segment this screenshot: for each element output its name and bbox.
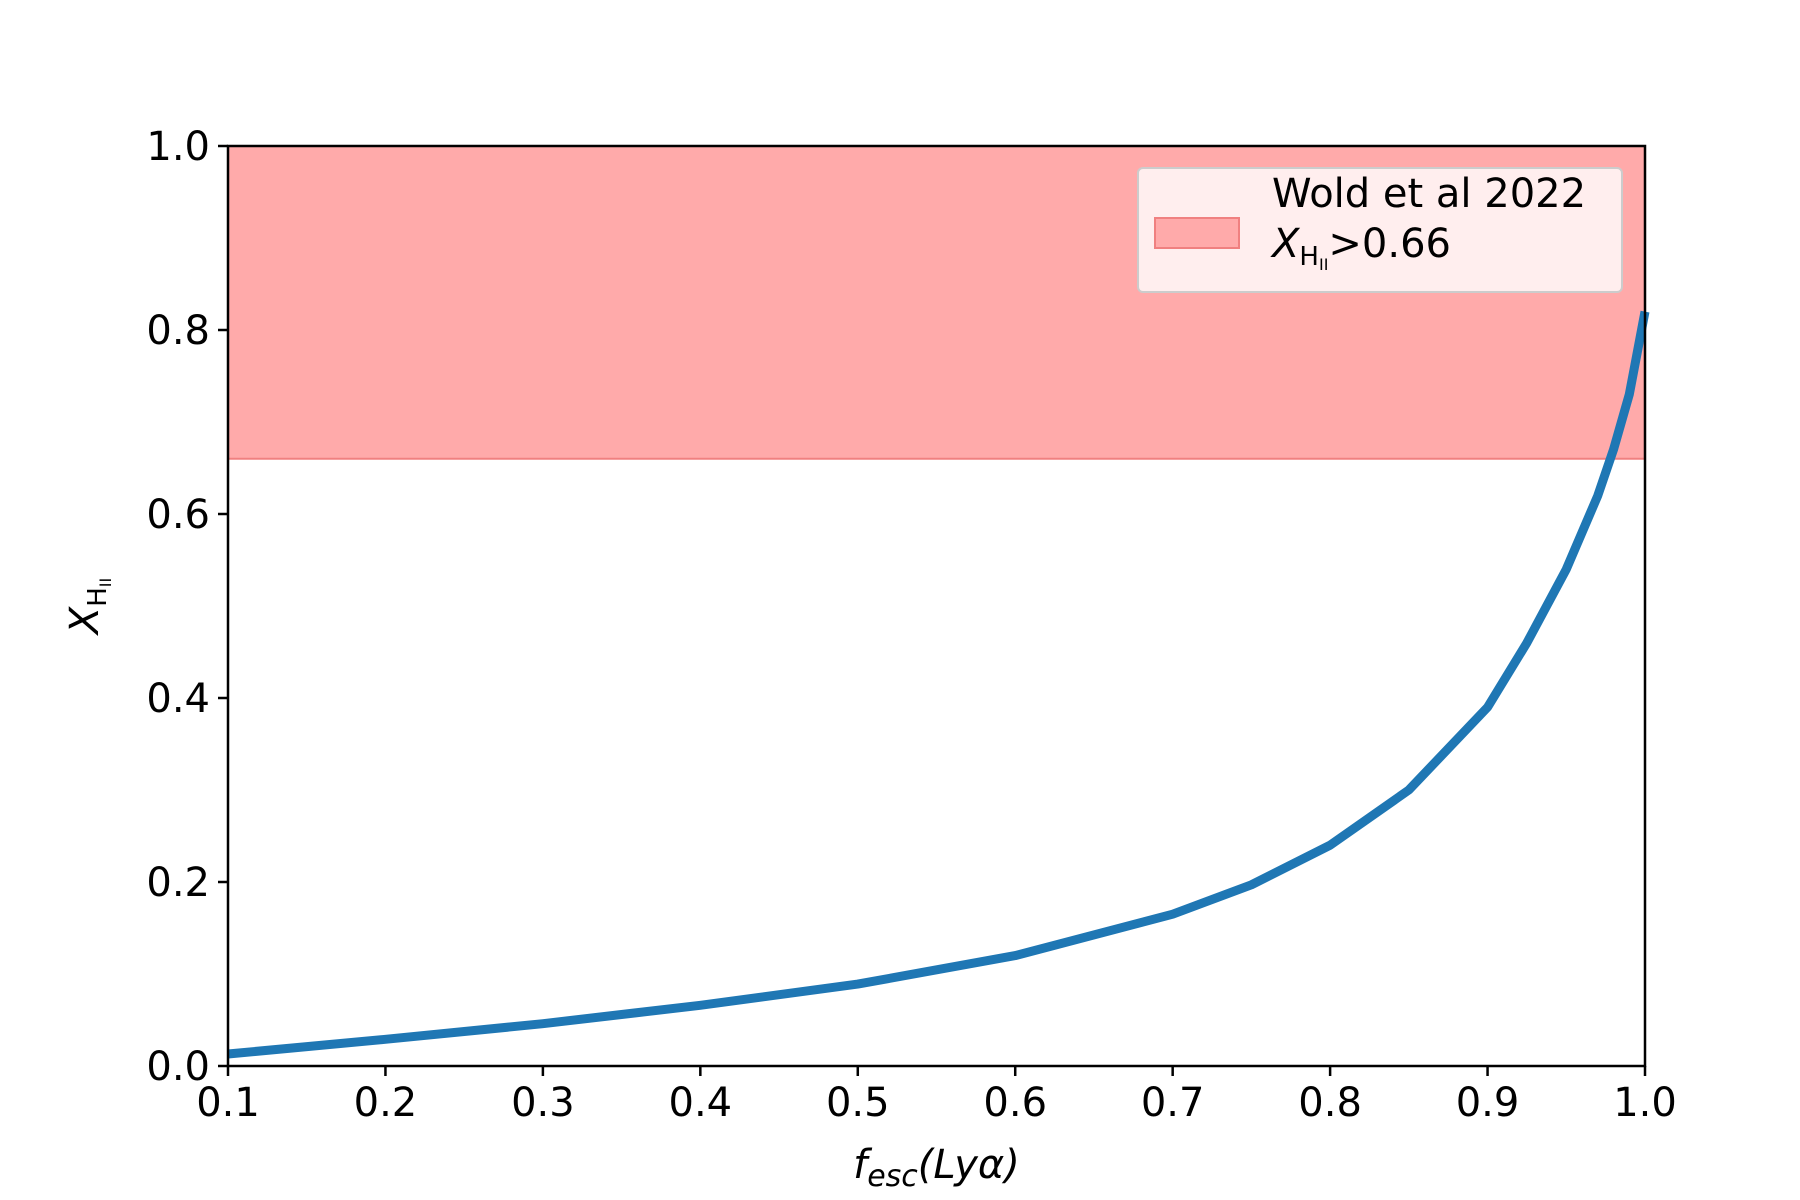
x-axis-ticks: 0.1 0.2 0.3 0.4 0.5 0.6 0.7 0.8 0.9 1.0 [196,1066,1677,1126]
x-tick-label: 0.6 [983,1080,1047,1126]
y-axis-label: XHII [62,578,115,636]
x-axis-label: fesc(Lyα) [853,1142,1020,1194]
legend: Wold et al 2022 XHII>0.66 [1137,167,1623,293]
legend-math-sub: H [1299,242,1319,272]
x-tick-label: 0.5 [826,1080,890,1126]
y-tick-label: 1.0 [146,124,210,170]
y-tick-label: 0.2 [146,860,210,906]
legend-box [1137,167,1623,293]
legend-label-line1: Wold et al 2022 [1272,171,1586,217]
x-axis-label-rest: (Lyα) [918,1142,1020,1188]
x-tick-label: 0.3 [511,1080,575,1126]
plot-frame [226,144,1647,1068]
y-axis-ticks: 0.0 0.2 0.4 0.6 0.8 1.0 [146,124,228,1090]
y-axis-label-subsub: II [96,578,115,587]
y-tick-label: 0.6 [146,492,210,538]
y-tick-label: 0.4 [146,676,210,722]
series-layer [227,310,1650,1059]
x-axis-label-sub: esc [867,1159,918,1194]
legend-math-main: X [1270,221,1301,267]
legend-label-line2: XHII>0.66 [1270,221,1451,274]
x-tick-label: 0.9 [1456,1080,1520,1126]
x-tick-label: 0.7 [1141,1080,1205,1126]
x-tick-label: 0.4 [669,1080,733,1126]
x-tick-label: 1.0 [1613,1080,1677,1126]
y-axis-label-sub: H [83,587,113,607]
x-tick-label: 0.1 [196,1080,260,1126]
x-tick-label: 0.2 [354,1080,418,1126]
x-tick-label: 0.8 [1298,1080,1362,1126]
y-tick-label: 0.8 [146,308,210,354]
series-line-0 [227,310,1650,1059]
y-axis-label-main: X [62,605,108,636]
legend-swatch [1154,217,1240,249]
legend-math-subsub: II [1319,255,1328,274]
legend-math-rest: >0.66 [1328,221,1451,267]
y-tick-label: 0.0 [146,1044,210,1090]
